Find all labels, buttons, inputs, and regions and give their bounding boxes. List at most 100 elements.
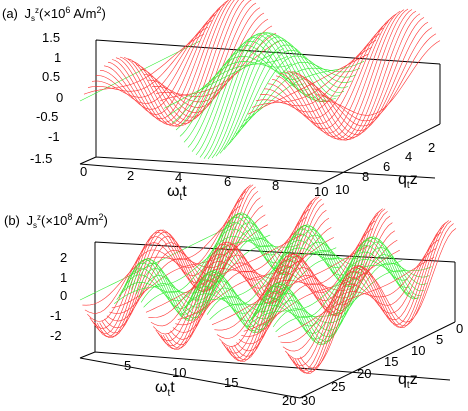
panel-b-ytick: 30 bbox=[301, 393, 315, 408]
surface-mesh-line bbox=[135, 2, 257, 122]
surface-mesh-line bbox=[292, 220, 449, 374]
surface-mesh-line bbox=[83, 33, 205, 95]
panel-a-title: (a) Jsz(×106 A/m2) bbox=[2, 5, 106, 23]
panel-a-ytick: 8 bbox=[362, 169, 369, 184]
panel-b-ztick: 0 bbox=[60, 288, 67, 303]
panel-a-ytick: 10 bbox=[335, 182, 349, 197]
panel-b-ztick: -1 bbox=[50, 308, 62, 323]
panel-a-surface bbox=[79, 0, 441, 160]
panel-b-xtick: 5 bbox=[124, 358, 131, 373]
surface-mesh-line bbox=[145, 234, 303, 313]
surface-mesh-line bbox=[119, 0, 235, 127]
surface-mesh-line bbox=[241, 239, 398, 337]
surface-mesh-line bbox=[283, 9, 405, 140]
surface-mesh-line bbox=[307, 21, 429, 131]
panel-a-ylabel: qtz bbox=[398, 171, 418, 191]
surface-mesh-line bbox=[127, 0, 245, 126]
surface-mesh-line bbox=[279, 11, 401, 137]
surface-mesh-line bbox=[255, 40, 377, 107]
surface-mesh-line bbox=[223, 44, 345, 150]
panel-b-ytick: 15 bbox=[384, 354, 398, 369]
panel-a-ztick: 1.5 bbox=[42, 30, 60, 45]
surface-mesh-line bbox=[319, 40, 441, 116]
panel-a-ztick: -1.5 bbox=[30, 151, 52, 166]
surface-mesh-line bbox=[227, 49, 349, 146]
surface-mesh-line bbox=[155, 32, 277, 97]
surface-mesh-line bbox=[251, 46, 373, 108]
surface-mesh-line bbox=[179, 50, 301, 137]
surface-mesh-line bbox=[111, 224, 268, 309]
surface-mesh-line bbox=[187, 233, 344, 322]
panel-a-ztick: 1 bbox=[54, 50, 61, 65]
surface-mesh-line bbox=[84, 205, 242, 314]
surface-mesh-line bbox=[264, 27, 385, 119]
panel-a-xtick: 2 bbox=[127, 168, 134, 183]
panel-a-xtick: 0 bbox=[80, 164, 87, 179]
surface-mesh-line bbox=[192, 225, 349, 332]
surface-mesh-line bbox=[87, 26, 209, 92]
surface-mesh-line bbox=[103, 4, 225, 115]
panel-b-ztick: -2 bbox=[50, 328, 62, 343]
surface-mesh-line bbox=[150, 216, 308, 327]
surface-mesh-line bbox=[91, 20, 213, 98]
surface-mesh-line bbox=[163, 48, 285, 109]
surface-mesh-line bbox=[153, 208, 310, 335]
panel-b-ytick: 20 bbox=[357, 366, 371, 381]
surface-mesh-line bbox=[295, 10, 417, 140]
panel-a-xtick: 4 bbox=[175, 170, 182, 185]
surface-mesh-line bbox=[172, 217, 330, 333]
surface-mesh-line bbox=[79, 223, 237, 301]
surface-mesh-line bbox=[171, 61, 293, 124]
surface-mesh-line bbox=[299, 13, 421, 138]
panel-a-xlabel: ωtt bbox=[167, 183, 187, 203]
surface-mesh-line bbox=[95, 14, 217, 104]
surface-mesh-line bbox=[151, 25, 273, 103]
surface-mesh-line bbox=[263, 237, 420, 345]
panel-b-surface bbox=[79, 184, 457, 374]
panel-a: (a) Jsz(×106 A/m2) 1.5 1 0.5 0 -0.5 -1 -… bbox=[2, 0, 441, 203]
surface-mesh-line bbox=[114, 234, 271, 304]
panel-a-ytick: 4 bbox=[405, 149, 412, 164]
surface-mesh-line bbox=[303, 17, 425, 135]
surface-mesh-line bbox=[211, 245, 369, 325]
surface-mesh-line bbox=[79, 40, 201, 102]
surface-mesh-line bbox=[115, 0, 232, 125]
surface-mesh-line bbox=[260, 236, 417, 345]
panel-b-title: (b) Jsz(×108 A/m2) bbox=[4, 212, 108, 230]
panel-b-ztick: 2 bbox=[60, 250, 67, 265]
surface-mesh-line bbox=[148, 225, 305, 319]
surface-mesh-line bbox=[219, 40, 341, 154]
surface-mesh-line bbox=[111, 0, 230, 123]
panel-a-ztick: 0.5 bbox=[42, 69, 60, 84]
surface-mesh-line bbox=[143, 243, 300, 308]
surface-mesh-line bbox=[315, 33, 437, 122]
surface-mesh-line bbox=[311, 27, 433, 127]
surface-mesh-line bbox=[258, 237, 415, 344]
panel-b-ytick: 10 bbox=[411, 343, 425, 358]
panel-a-xtick: 10 bbox=[314, 184, 328, 199]
surface-mesh-line bbox=[289, 222, 447, 371]
surface-mesh-line bbox=[287, 226, 444, 366]
surface-mesh-line bbox=[275, 266, 432, 333]
surface-mesh-line bbox=[116, 236, 273, 300]
surface-mesh-line bbox=[243, 249, 400, 332]
surface-mesh-line bbox=[211, 34, 333, 159]
panel-b-frame bbox=[79, 241, 456, 399]
surface-mesh-line bbox=[175, 227, 332, 326]
surface-mesh-line bbox=[285, 231, 442, 360]
surface-mesh-line bbox=[214, 236, 371, 331]
panel-a-ytick: 6 bbox=[383, 159, 390, 174]
surface-mesh-line bbox=[226, 208, 383, 362]
surface-mesh-line bbox=[267, 22, 389, 125]
surface-mesh-line bbox=[272, 262, 430, 328]
panel-a-ztick: -0.5 bbox=[36, 109, 58, 124]
panel-b-ylabel: qtz bbox=[398, 371, 418, 391]
surface-mesh-line bbox=[221, 214, 378, 354]
surface-mesh-line bbox=[109, 214, 266, 314]
panel-b-xtick: 20 bbox=[282, 393, 296, 408]
surface-mesh-line bbox=[191, 37, 313, 152]
surface-mesh-line bbox=[143, 12, 265, 113]
surface-mesh-line bbox=[182, 247, 339, 312]
panel-a-xtick: 8 bbox=[272, 178, 279, 193]
panel-a-ytick: 2 bbox=[428, 140, 435, 155]
